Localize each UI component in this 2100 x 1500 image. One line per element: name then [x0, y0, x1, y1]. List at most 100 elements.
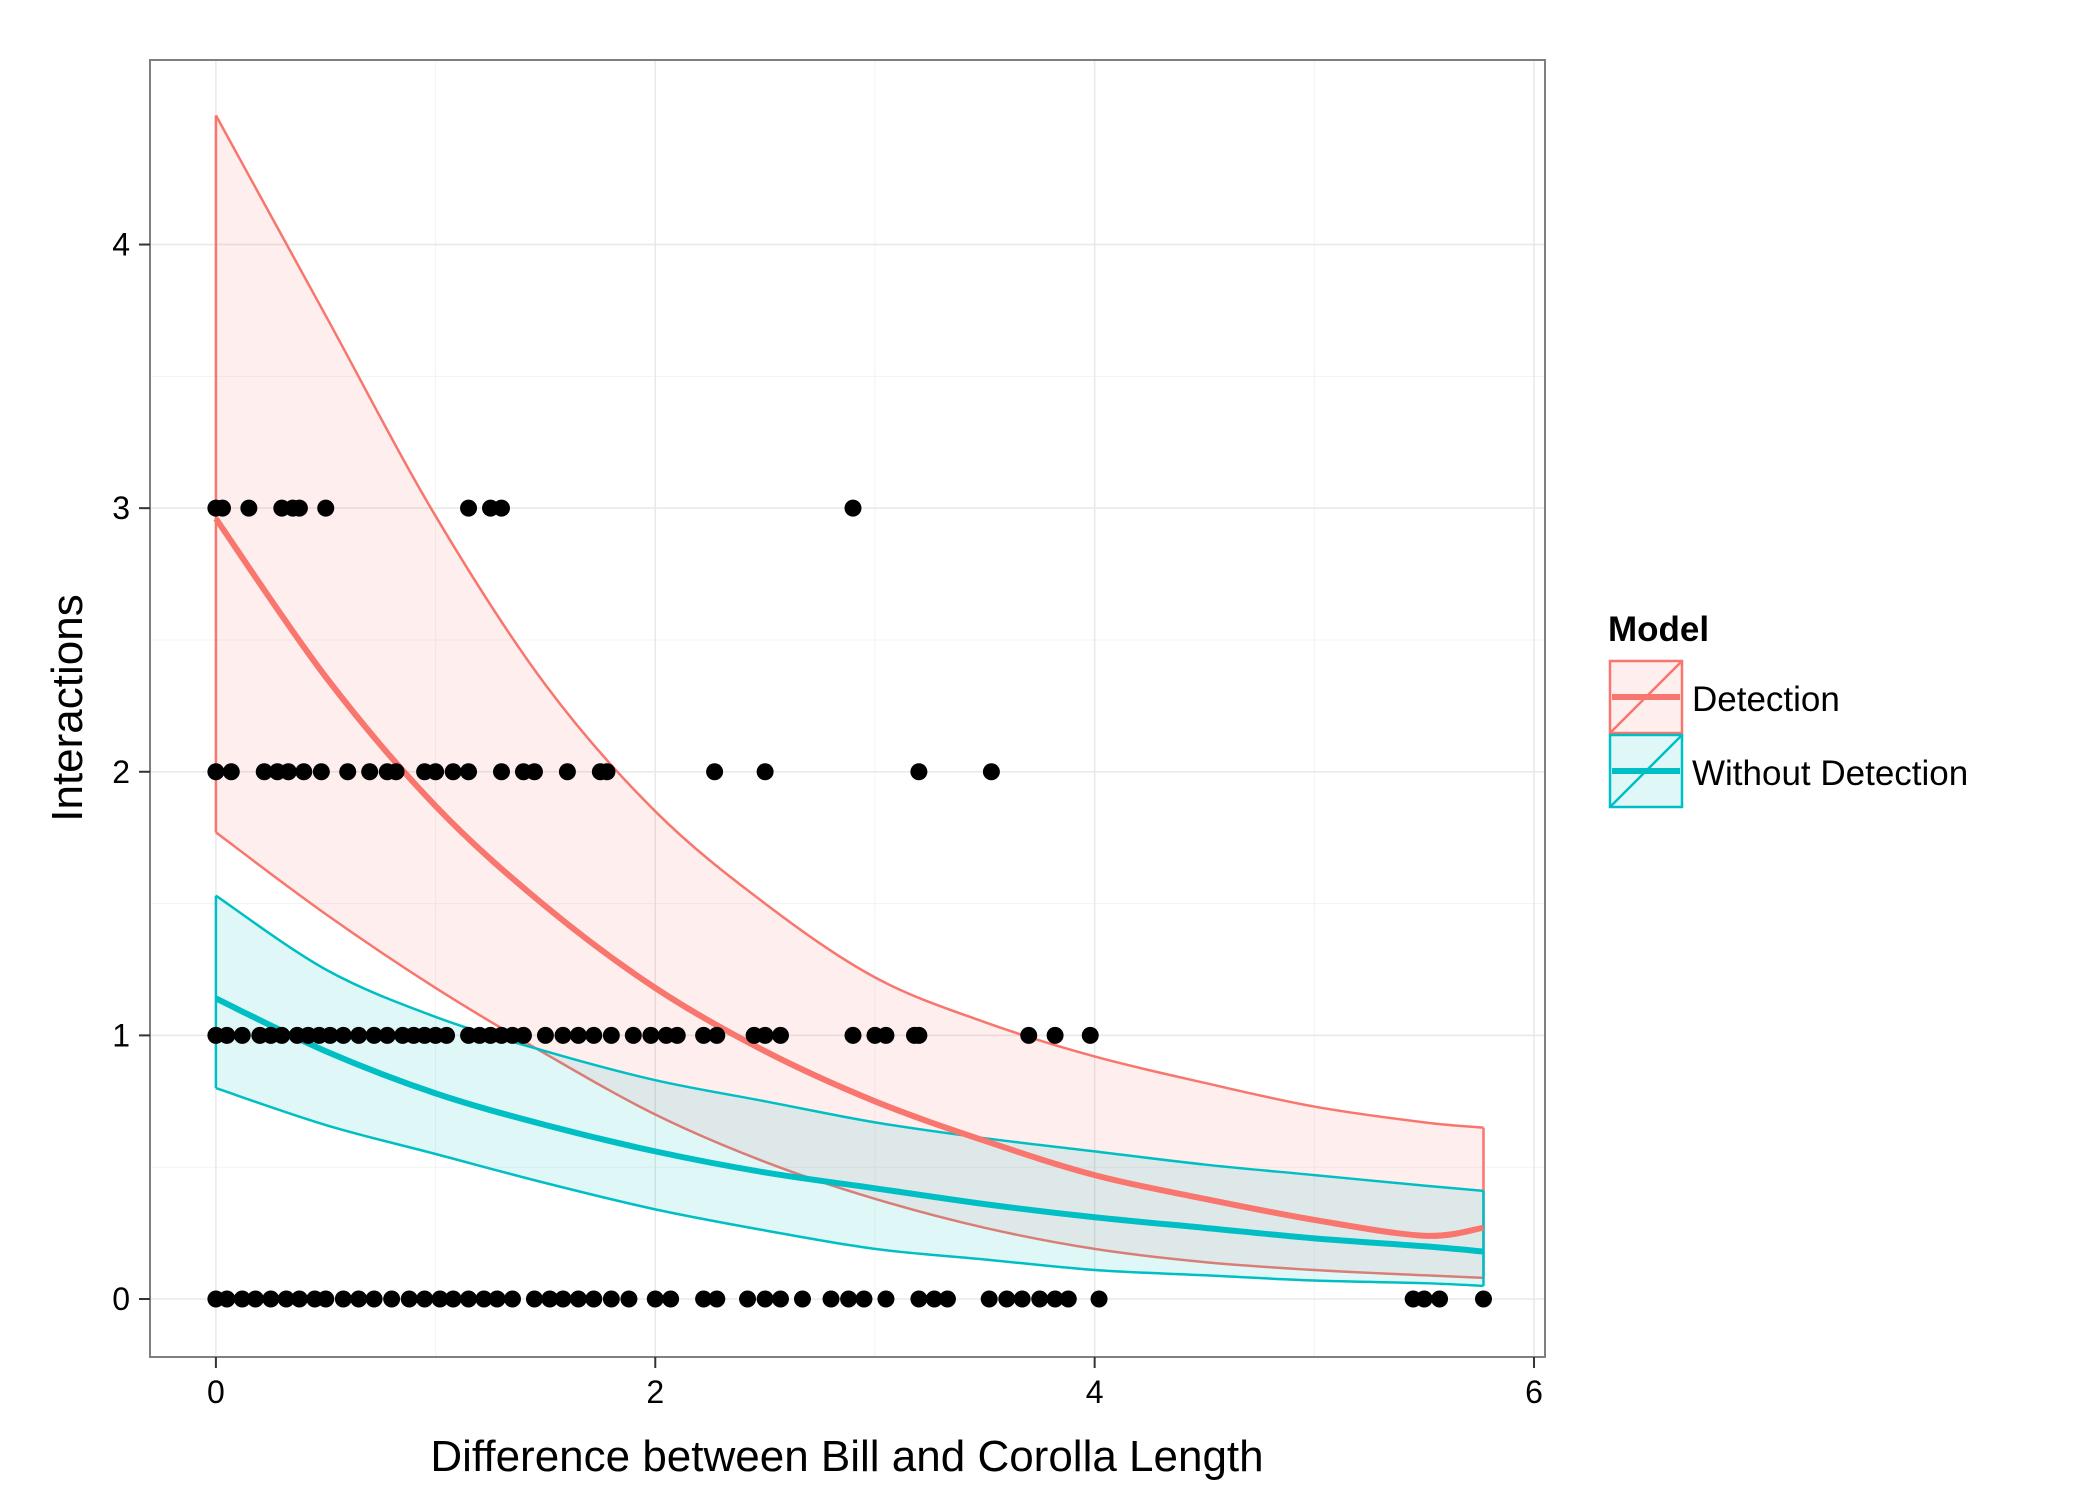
data-point — [431, 1290, 449, 1308]
data-point — [514, 1026, 532, 1044]
plot-panel-border — [149, 59, 1546, 1358]
data-point — [365, 1290, 383, 1308]
data-point — [207, 763, 225, 781]
fit-line-without-detection — [214, 995, 1484, 1255]
data-point — [218, 1290, 236, 1308]
data-point — [222, 763, 240, 781]
data-point — [554, 1290, 572, 1308]
data-point — [558, 763, 576, 781]
data-point — [317, 499, 335, 517]
data-point — [334, 1290, 352, 1308]
data-point — [378, 1026, 396, 1044]
data-point — [262, 1290, 280, 1308]
x-axis-title: Difference between Bill and Corolla Leng… — [430, 1432, 1263, 1481]
data-point — [460, 1290, 478, 1308]
data-point — [525, 1290, 543, 1308]
upper-bound-detection — [214, 114, 1484, 1129]
legend-label-detection: Detection — [1692, 680, 1840, 719]
y-tick-label: 2 — [112, 754, 130, 790]
data-point — [554, 1026, 572, 1044]
data-point — [708, 1026, 726, 1044]
legend-label-without-detection: Without Detection — [1692, 754, 1968, 793]
data-point — [877, 1026, 895, 1044]
data-point — [279, 763, 297, 781]
data-point — [460, 499, 478, 517]
data-point — [277, 1290, 295, 1308]
data-point — [925, 1290, 943, 1308]
data-point — [598, 763, 616, 781]
data-point — [624, 1026, 642, 1044]
legend: Model Detection Without Detection — [1608, 610, 1968, 809]
data-point — [444, 763, 462, 781]
data-point — [585, 1290, 603, 1308]
y-tick-label: 3 — [112, 490, 130, 526]
data-point — [602, 1290, 620, 1308]
data-point — [910, 1026, 928, 1044]
data-point — [273, 1026, 291, 1044]
x-tick-label: 0 — [207, 1374, 225, 1410]
data-point — [695, 1290, 713, 1308]
data-point — [646, 1290, 664, 1308]
data-point — [1081, 1026, 1099, 1044]
data-point — [1059, 1290, 1077, 1308]
data-point — [233, 1026, 251, 1044]
data-point — [1046, 1290, 1064, 1308]
data-point — [569, 1290, 587, 1308]
legend-key-without-detection — [1608, 733, 1684, 809]
data-point — [844, 499, 862, 517]
data-point — [706, 763, 724, 781]
data-point — [840, 1290, 858, 1308]
data-point — [756, 1026, 774, 1044]
data-point — [525, 763, 543, 781]
data-point — [1090, 1290, 1108, 1308]
data-point — [1431, 1290, 1449, 1308]
data-point — [536, 1026, 554, 1044]
data-point — [695, 1026, 713, 1044]
data-point — [295, 763, 313, 781]
data-point — [982, 763, 1000, 781]
data-point — [240, 499, 258, 517]
data-point — [350, 1290, 368, 1308]
y-tick-label: 4 — [112, 227, 130, 263]
data-point — [855, 1290, 873, 1308]
legend-title: Model — [1608, 610, 1709, 649]
data-point — [387, 763, 405, 781]
data-point — [475, 1290, 493, 1308]
data-point — [503, 1290, 521, 1308]
data-point — [602, 1026, 620, 1044]
data-point — [938, 1290, 956, 1308]
data-point — [771, 1026, 789, 1044]
data-point — [910, 763, 928, 781]
data-point — [213, 499, 231, 517]
x-tick-label: 4 — [1086, 1374, 1104, 1410]
data-point — [334, 1026, 352, 1044]
data-point — [339, 763, 357, 781]
fit-line-detection — [213, 516, 1485, 1239]
ribbon-detection — [215, 115, 1484, 1278]
data-point — [233, 1290, 251, 1308]
data-point — [416, 1290, 434, 1308]
lower-bound-detection — [215, 831, 1484, 1280]
fit-lines — [213, 516, 1485, 1255]
data-point — [361, 763, 379, 781]
data-point — [246, 1290, 264, 1308]
data-point — [1046, 1026, 1064, 1044]
data-point — [1474, 1290, 1492, 1308]
data-point — [793, 1290, 811, 1308]
data-point — [492, 763, 510, 781]
data-point — [321, 1026, 339, 1044]
data-point — [350, 1026, 368, 1044]
data-point — [771, 1290, 789, 1308]
axes: 0 2 4 6 0 1 2 3 4 — [112, 227, 1543, 1410]
data-point — [317, 1290, 335, 1308]
data-point — [365, 1026, 383, 1044]
data-point — [427, 763, 445, 781]
data-point — [980, 1290, 998, 1308]
data-point — [383, 1290, 401, 1308]
upper-bound-without-detection — [215, 894, 1484, 1193]
data-point — [460, 763, 478, 781]
data-point — [739, 1290, 757, 1308]
data-point — [1415, 1290, 1433, 1308]
data-point — [910, 1290, 928, 1308]
